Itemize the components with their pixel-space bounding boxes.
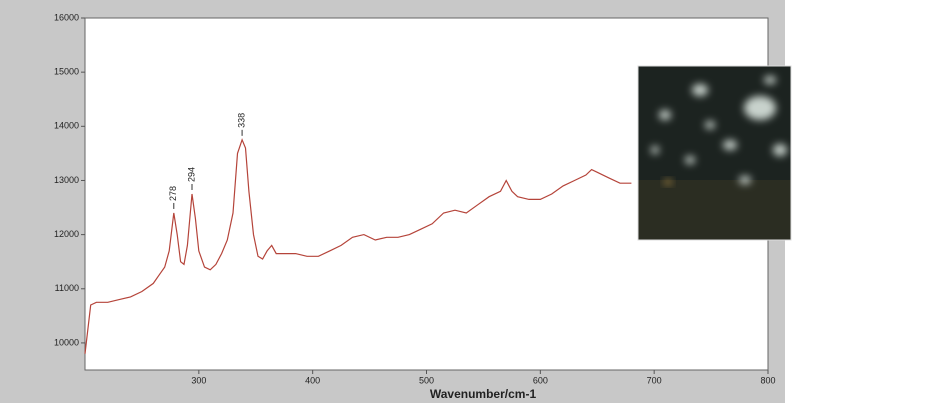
y-tick-label: 14000 — [54, 121, 79, 131]
y-tick-label: 10000 — [54, 337, 79, 347]
x-tick-label: 700 — [647, 375, 662, 385]
y-tick-label: 12000 — [54, 229, 79, 239]
y-tick-label: 15000 — [54, 67, 79, 77]
x-tick-label: 600 — [533, 375, 548, 385]
x-axis-label: Wavenumber/cm-1 — [430, 387, 537, 401]
inset-image — [638, 66, 791, 240]
y-tick-label: 13000 — [54, 175, 79, 185]
peak-label: 278 — [168, 186, 178, 201]
x-tick-label: 500 — [419, 375, 434, 385]
inset-border — [637, 65, 792, 241]
x-tick-label: 400 — [305, 375, 320, 385]
peak-label: 294 — [186, 167, 196, 182]
y-tick-label: 11000 — [55, 283, 79, 293]
spectrum-line — [84, 138, 632, 354]
y-tick-label: 16000 — [54, 12, 79, 22]
x-tick-label: 300 — [191, 375, 206, 385]
x-tick-label: 800 — [760, 375, 775, 385]
peak-label: 338 — [236, 113, 246, 128]
